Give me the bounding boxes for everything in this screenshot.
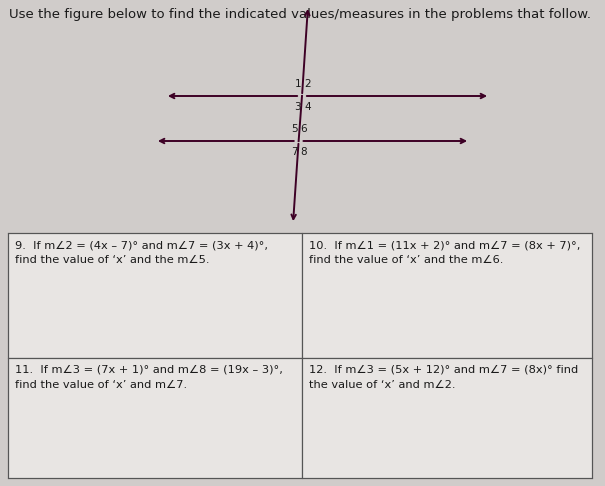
Text: 2: 2 [304,79,310,89]
Text: 6: 6 [301,124,307,134]
Text: 8: 8 [301,147,307,157]
Text: 10.  If m∠1 = (11x + 2)° and m∠7 = (8x + 7)°,
find the value of ‘x’ and the m∠6.: 10. If m∠1 = (11x + 2)° and m∠7 = (8x + … [309,240,580,265]
Text: 1: 1 [295,79,301,89]
Bar [302,358,592,478]
Text: Use the figure below to find the indicated values/measures in the problems that : Use the figure below to find the indicat… [9,8,591,21]
Text: 9.  If m∠2 = (4x – 7)° and m∠7 = (3x + 4)°,
find the value of ‘x’ and the m∠5.: 9. If m∠2 = (4x – 7)° and m∠7 = (3x + 4)… [15,240,268,265]
Bar [8,358,302,478]
Text: 7: 7 [291,147,298,157]
Text: 3: 3 [295,102,301,112]
Text: 12.  If m∠3 = (5x + 12)° and m∠7 = (8x)° find
the value of ‘x’ and m∠2.: 12. If m∠3 = (5x + 12)° and m∠7 = (8x)° … [309,365,578,390]
Bar [302,233,592,358]
Bar [8,233,302,358]
Text: 11.  If m∠3 = (7x + 1)° and m∠8 = (19x – 3)°,
find the value of ‘x’ and m∠7.: 11. If m∠3 = (7x + 1)° and m∠8 = (19x – … [15,365,283,390]
Text: 4: 4 [304,102,310,112]
Text: 5: 5 [291,124,298,134]
